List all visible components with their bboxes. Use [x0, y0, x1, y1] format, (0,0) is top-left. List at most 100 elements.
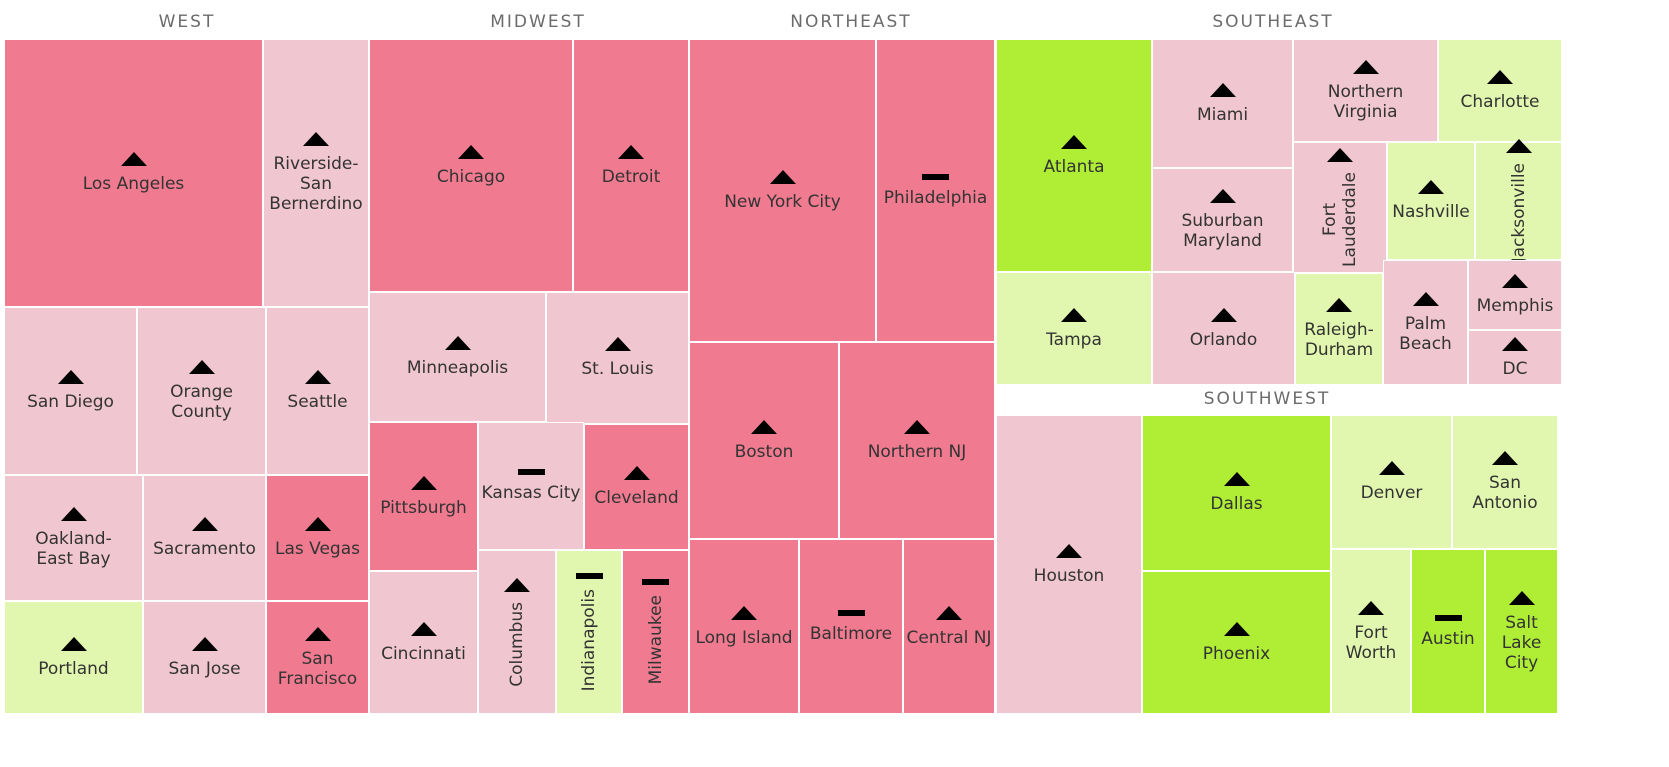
tile-label: Portland [38, 658, 109, 679]
tile-cincinnati[interactable]: Cincinnati [369, 571, 478, 714]
trend-flat-icon [517, 469, 545, 475]
tile-san-jose[interactable]: San Jose [143, 601, 266, 714]
tile-columbus[interactable]: Columbus [478, 550, 556, 714]
tile-label: Palm Beach [1399, 313, 1452, 354]
trend-up-icon [604, 337, 631, 351]
trend-up-icon [191, 636, 218, 651]
trend-up-icon [769, 169, 796, 184]
tile-baltimore[interactable]: Baltimore [799, 539, 903, 714]
tile-portland[interactable]: Portland [4, 601, 143, 714]
trend-up-icon [1209, 189, 1236, 203]
tile-central-nj[interactable]: Central NJ [903, 539, 995, 714]
tile-detroit[interactable]: Detroit [573, 39, 689, 292]
tile-philadelphia[interactable]: Philadelphia [876, 39, 995, 342]
tile-denver[interactable]: Denver [1331, 415, 1452, 549]
tile-austin[interactable]: Austin [1411, 549, 1485, 714]
tile-label: Seattle [287, 392, 348, 412]
tile-los-angeles[interactable]: Los Angeles [4, 39, 263, 307]
tile-label: Columbus [507, 601, 527, 687]
tile-label: San Antonio [1472, 473, 1538, 513]
tile-san-francisco[interactable]: San Francisco [266, 601, 369, 714]
trend-up-icon [936, 605, 962, 620]
tile-sacramento[interactable]: Sacramento [143, 475, 266, 601]
tile-raleigh-durham[interactable]: Raleigh- Durham [1295, 273, 1383, 385]
trend-flat-icon [575, 572, 603, 579]
tile-memphis[interactable]: Memphis [1468, 260, 1562, 330]
tile-label: Indianapolis [579, 588, 599, 692]
trend-flat-icon [1434, 614, 1462, 621]
trend-up-icon [1223, 472, 1250, 486]
trend-up-icon [1209, 82, 1236, 97]
tile-label: New York City [724, 191, 841, 212]
tile-label: Boston [734, 441, 794, 462]
tile-label: Los Angeles [82, 174, 185, 194]
tile-charlotte[interactable]: Charlotte [1438, 39, 1562, 142]
tile-northern-virginia[interactable]: Northern Virginia [1293, 39, 1438, 142]
tile-label: Miami [1196, 104, 1249, 125]
tile-milwaukee[interactable]: Milwaukee [622, 550, 689, 714]
tile-oakland-east-bay[interactable]: Oakland- East Bay [4, 475, 143, 601]
trend-up-icon [120, 152, 147, 166]
tile-las-vegas[interactable]: Las Vegas [266, 475, 369, 601]
tile-fort-lauderdale[interactable]: Fort Lauderdale [1293, 142, 1387, 273]
tile-label: Pittsburgh [380, 497, 467, 518]
tile-san-antonio[interactable]: San Antonio [1452, 415, 1558, 549]
tile-san-diego[interactable]: San Diego [4, 307, 137, 475]
tile-label: San Diego [27, 392, 114, 412]
tile-atlanta[interactable]: Atlanta [996, 39, 1152, 272]
trend-up-icon [1223, 621, 1250, 636]
tile-fort-worth[interactable]: Fort Worth [1331, 549, 1411, 714]
trend-up-icon [751, 419, 777, 434]
tile-label: Chicago [436, 166, 506, 187]
tile-seattle[interactable]: Seattle [266, 307, 369, 475]
tile-label: Raleigh- Durham [1304, 320, 1374, 360]
tile-kansas-city[interactable]: Kansas City [478, 422, 584, 550]
region-label-midwest: MIDWEST [490, 12, 586, 32]
trend-up-icon [1326, 298, 1352, 312]
tile-minneapolis[interactable]: Minneapolis [369, 292, 546, 422]
tile-label: Cleveland [594, 488, 679, 508]
tile-new-york-city[interactable]: New York City [689, 39, 876, 342]
tile-miami[interactable]: Miami [1152, 39, 1293, 168]
tile-long-island[interactable]: Long Island [689, 539, 799, 714]
trend-up-icon [1061, 134, 1087, 149]
tile-palm-beach[interactable]: Palm Beach [1383, 260, 1468, 385]
trend-up-icon [304, 370, 331, 384]
tile-label: Baltimore [809, 623, 893, 644]
tile-pittsburgh[interactable]: Pittsburgh [369, 422, 478, 571]
tile-dc[interactable]: DC [1468, 330, 1562, 385]
trend-flat-icon [922, 173, 949, 180]
trend-up-icon [188, 360, 215, 374]
tile-label: St. Louis [581, 359, 654, 379]
tile-phoenix[interactable]: Phoenix [1142, 571, 1331, 714]
tile-northern-nj[interactable]: Northern NJ [839, 342, 995, 539]
tile-label: San Francisco [277, 648, 358, 689]
tile-dallas[interactable]: Dallas [1142, 415, 1331, 571]
tile-chicago[interactable]: Chicago [369, 39, 573, 292]
trend-up-icon [57, 370, 84, 384]
trend-up-icon [1352, 59, 1379, 74]
tile-st-louis[interactable]: St. Louis [546, 292, 689, 424]
trend-up-icon [410, 475, 437, 490]
tile-indianapolis[interactable]: Indianapolis [556, 550, 622, 714]
tile-tampa[interactable]: Tampa [996, 272, 1152, 385]
tile-cleveland[interactable]: Cleveland [584, 424, 689, 550]
tile-boston[interactable]: Boston [689, 342, 839, 539]
trend-up-icon [1502, 336, 1528, 351]
tile-riverside-san-bernerdino[interactable]: Riverside- San Bernerdino [263, 39, 369, 307]
trend-up-icon [618, 144, 644, 159]
tile-label: Suburban Maryland [1181, 211, 1264, 251]
tile-label: Long Island [695, 627, 793, 648]
tile-orange-county[interactable]: Orange County [137, 307, 266, 475]
region-label-southwest: SOUTHWEST [1203, 389, 1331, 409]
tile-salt-lake-city[interactable]: Salt Lake City [1485, 549, 1558, 714]
tile-label: Charlotte [1460, 91, 1540, 112]
tile-orlando[interactable]: Orlando [1152, 272, 1295, 385]
tile-label: Milwaukee [645, 595, 666, 685]
tile-label: Fort Worth [1345, 622, 1397, 663]
tile-jacksonville[interactable]: Jacksonville [1475, 139, 1562, 263]
tile-houston[interactable]: Houston [996, 415, 1142, 714]
tile-suburban-maryland[interactable]: Suburban Maryland [1152, 168, 1293, 272]
tile-nashville[interactable]: Nashville [1387, 142, 1475, 260]
